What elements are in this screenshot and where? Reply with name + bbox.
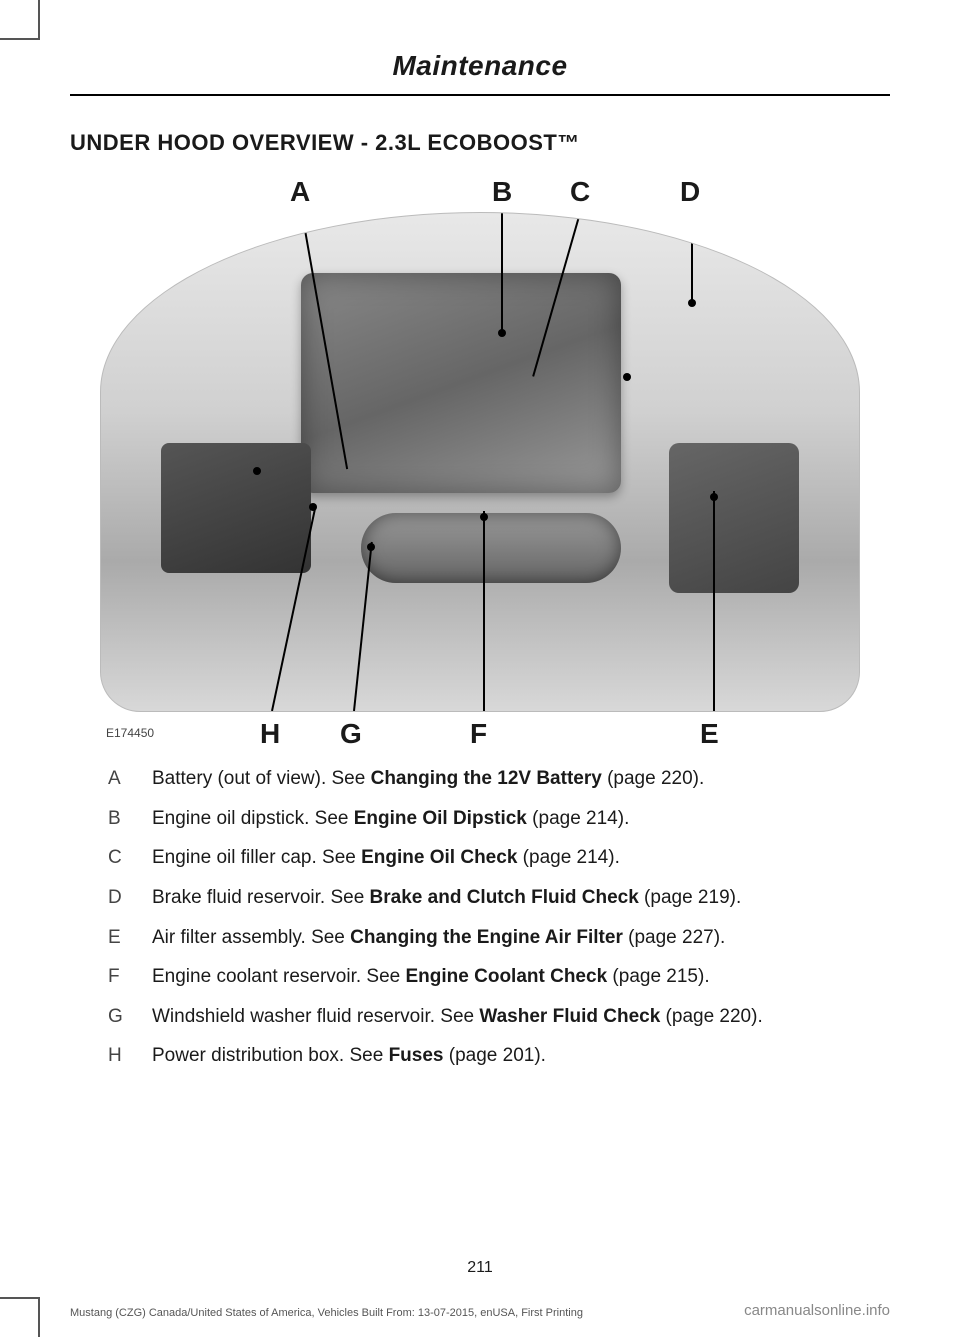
diagram-label-f: F bbox=[470, 718, 487, 750]
section-heading: UNDER HOOD OVERVIEW - 2.3L ECOBOOST™ bbox=[70, 130, 890, 156]
intake-tube-shape bbox=[361, 513, 621, 583]
leader-dot bbox=[253, 467, 261, 475]
leader-dot bbox=[480, 513, 488, 521]
footer-watermark: carmanualsonline.info bbox=[744, 1302, 890, 1319]
chapter-header: Maintenance bbox=[70, 50, 890, 96]
leader-dot bbox=[688, 299, 696, 307]
legend-letter: C bbox=[108, 845, 152, 871]
leader-line bbox=[353, 542, 373, 711]
leader-dot bbox=[498, 329, 506, 337]
legend-row: G Windshield washer fluid reservoir. See… bbox=[108, 1004, 852, 1030]
legend-text: Engine oil dipstick. See Engine Oil Dips… bbox=[152, 806, 852, 832]
legend-row: E Air filter assembly. See Changing the … bbox=[108, 925, 852, 951]
diagram-label-h: H bbox=[260, 718, 280, 750]
legend-text: Engine coolant reservoir. See Engine Coo… bbox=[152, 964, 852, 990]
legend-row: F Engine coolant reservoir. See Engine C… bbox=[108, 964, 852, 990]
diagram-label-g: G bbox=[340, 718, 362, 750]
legend-letter: F bbox=[108, 964, 152, 990]
chapter-title: Maintenance bbox=[70, 50, 890, 82]
diagram-label-b: B bbox=[492, 176, 512, 208]
legend-text: Engine oil filler cap. See Engine Oil Ch… bbox=[152, 845, 852, 871]
page-number: 211 bbox=[0, 1259, 960, 1277]
legend-text: Windshield washer fluid reservoir. See W… bbox=[152, 1004, 852, 1030]
legend-row: A Battery (out of view). See Changing th… bbox=[108, 766, 852, 792]
legend-letter: B bbox=[108, 806, 152, 832]
engine-bay-illustration bbox=[100, 212, 860, 712]
leader-line bbox=[501, 213, 503, 333]
legend-letter: D bbox=[108, 885, 152, 911]
legend-row: C Engine oil filler cap. See Engine Oil … bbox=[108, 845, 852, 871]
legend-letter: A bbox=[108, 766, 152, 792]
legend-text: Air filter assembly. See Changing the En… bbox=[152, 925, 852, 951]
legend-text: Power distribution box. See Fuses (page … bbox=[152, 1043, 852, 1069]
leader-dot bbox=[367, 543, 375, 551]
footer-publication-info: Mustang (CZG) Canada/United States of Am… bbox=[70, 1307, 583, 1319]
battery-box-shape bbox=[161, 443, 311, 573]
legend-text: Brake fluid reservoir. See Brake and Clu… bbox=[152, 885, 852, 911]
page-content: Maintenance UNDER HOOD OVERVIEW - 2.3L E… bbox=[0, 0, 960, 1337]
diagram-top-labels: A B C D bbox=[100, 176, 860, 212]
engine-diagram: A B C D bbox=[100, 176, 860, 740]
leader-line bbox=[713, 491, 715, 711]
diagram-label-a: A bbox=[290, 176, 310, 208]
engine-block-shape bbox=[301, 273, 621, 493]
leader-line bbox=[483, 511, 485, 711]
leader-dot bbox=[309, 503, 317, 511]
diagram-label-e: E bbox=[700, 718, 719, 750]
diagram-bottom-labels: H G F E bbox=[100, 718, 860, 754]
component-legend: A Battery (out of view). See Changing th… bbox=[108, 766, 852, 1069]
leader-dot bbox=[710, 493, 718, 501]
legend-letter: E bbox=[108, 925, 152, 951]
legend-letter: H bbox=[108, 1043, 152, 1069]
legend-row: D Brake fluid reservoir. See Brake and C… bbox=[108, 885, 852, 911]
legend-row: H Power distribution box. See Fuses (pag… bbox=[108, 1043, 852, 1069]
leader-line bbox=[691, 213, 693, 303]
airbox-shape bbox=[669, 443, 799, 593]
legend-letter: G bbox=[108, 1004, 152, 1030]
legend-row: B Engine oil dipstick. See Engine Oil Di… bbox=[108, 806, 852, 832]
legend-text: Battery (out of view). See Changing the … bbox=[152, 766, 852, 792]
leader-dot bbox=[623, 373, 631, 381]
diagram-label-d: D bbox=[680, 176, 700, 208]
diagram-label-c: C bbox=[570, 176, 590, 208]
